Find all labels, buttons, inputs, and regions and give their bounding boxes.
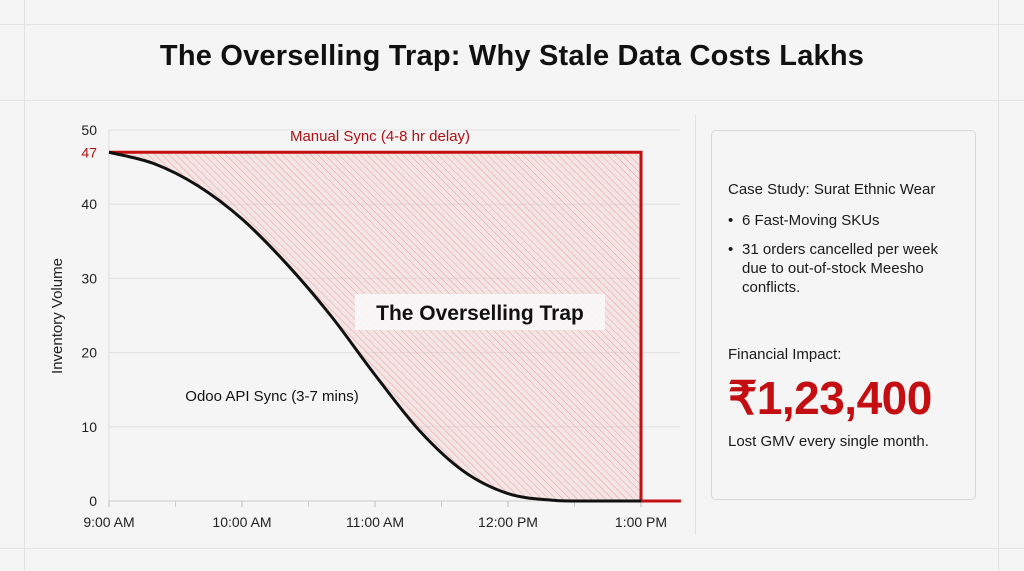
impact-value: ₹1,23,400 <box>728 372 932 424</box>
bullet-item: • 6 Fast-Moving SKUs <box>728 212 880 229</box>
case-study-heading: Case Study: Surat Ethnic Wear <box>728 181 936 198</box>
y-tick-label: 20 <box>81 345 97 361</box>
x-tick-label: 10:00 AM <box>212 514 271 530</box>
y-tick-label: 30 <box>81 270 97 286</box>
area-label: The Overselling Trap <box>376 302 584 325</box>
y-tick-label-highlight: 47 <box>81 144 97 160</box>
impact-label: Financial Impact: <box>728 346 842 363</box>
series-manual-sync <box>109 150 681 503</box>
frame-title-divider <box>0 100 1024 101</box>
panel-divider <box>695 115 696 535</box>
bullet-item: • 31 orders cancelled per week due to out… <box>728 241 938 296</box>
x-tick-label: 1:00 PM <box>615 514 667 530</box>
page-title: The Overselling Trap: Why Stale Data Cos… <box>159 40 865 72</box>
frame-bottom <box>0 548 1024 549</box>
legend-odoo-api-sync: Odoo API Sync (3-7 mins) <box>185 388 358 405</box>
y-axis-label: Inventory Volume <box>49 258 66 374</box>
case-study-card: Case Study: Surat Ethnic Wear • 6 Fast-Mo… <box>711 130 976 500</box>
area-label-bg <box>355 294 605 330</box>
frame-right <box>998 0 999 571</box>
x-tick-label: 11:00 AM <box>346 514 404 530</box>
y-tick-label: 40 <box>81 196 97 212</box>
y-tick-label: 50 <box>81 122 97 138</box>
legend-manual-sync: Manual Sync (4-8 hr delay) <box>290 128 470 145</box>
x-tick-label: 12:00 PM <box>478 514 538 530</box>
y-tick-label: 0 <box>89 493 97 509</box>
y-tick-label: 10 <box>81 419 97 435</box>
frame-top <box>0 24 1024 25</box>
frame-left <box>24 0 25 571</box>
x-tick-label: 9:00 AM <box>83 514 134 530</box>
series-odoo-api-sync <box>108 150 642 503</box>
impact-caption: Lost GMV every single month. <box>728 433 929 450</box>
